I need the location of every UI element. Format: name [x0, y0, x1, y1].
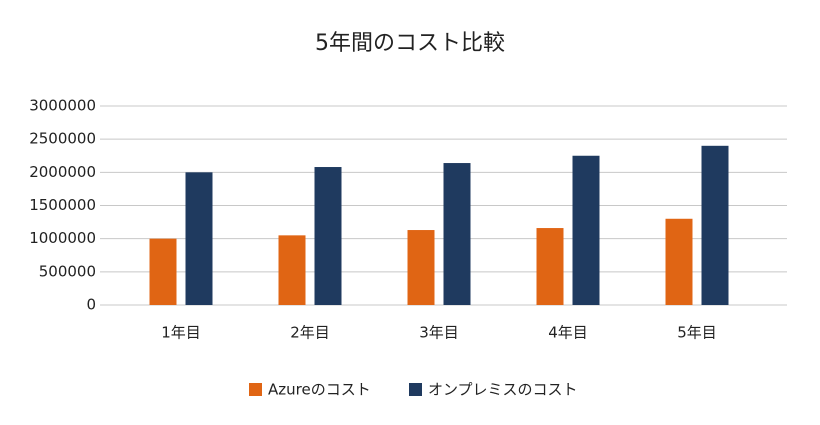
- x-tick-label: 1年目: [161, 324, 201, 342]
- y-tick-label: 2500000: [29, 130, 96, 148]
- bar: [278, 235, 306, 305]
- x-tick-label: 2年目: [290, 324, 330, 342]
- bar: [536, 228, 564, 305]
- legend-swatch: [409, 383, 422, 396]
- bar: [314, 167, 342, 305]
- bar: [185, 172, 213, 305]
- bar: [149, 238, 177, 305]
- x-tick-label: 4年目: [548, 324, 588, 342]
- bar: [665, 218, 693, 305]
- legend-label: オンプレミスのコスト: [428, 381, 578, 399]
- bar: [443, 163, 471, 305]
- legend-swatch: [249, 383, 262, 396]
- chart-title: 5年間のコスト比較: [315, 31, 505, 56]
- y-tick-label: 0: [86, 296, 96, 314]
- x-tick-label: 5年目: [677, 324, 717, 342]
- bar: [407, 230, 435, 305]
- y-tick-label: 3000000: [29, 97, 96, 115]
- y-tick-label: 2000000: [29, 163, 96, 181]
- x-tick-label: 3年目: [419, 324, 459, 342]
- legend-label: Azureのコスト: [268, 381, 371, 399]
- y-tick-label: 1500000: [29, 196, 96, 214]
- bar: [572, 155, 600, 305]
- y-tick-label: 500000: [39, 262, 96, 280]
- y-tick-label: 1000000: [29, 229, 96, 247]
- bar: [701, 145, 729, 305]
